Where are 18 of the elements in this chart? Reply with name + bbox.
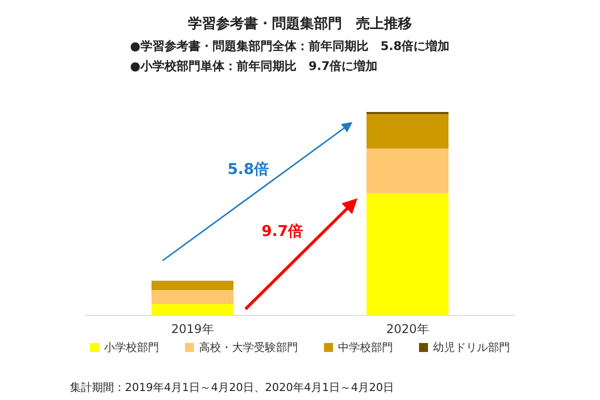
legend-label: 高校・大学受験部門: [199, 341, 298, 354]
chart-title: 学習参考書・問題集部門 売上推移: [188, 15, 412, 32]
x-tick-label: 2020年: [386, 322, 429, 336]
legend-label: 幼児ドリル部門: [433, 341, 510, 354]
bar: [152, 304, 234, 315]
legend-label: 中学校部門: [338, 341, 393, 354]
legend-label: 小学校部門: [104, 341, 159, 354]
bar: [366, 193, 448, 315]
annotation: 5.8倍: [228, 160, 270, 178]
text: ●学習参考書・問題集部門全体：前年同期比 5.8倍に増加: [130, 39, 450, 53]
text: 集計期間：2019年4月1日～4月20日、2020年4月1日～4月20日: [70, 381, 394, 394]
text: ●小学校部門単体：前年同期比 9.7倍に増加: [130, 59, 378, 73]
annotation: 9.7倍: [262, 222, 304, 240]
bar: [152, 280, 234, 290]
x-tick-label: 2019年: [171, 322, 214, 336]
bar: [152, 290, 234, 304]
bar: [366, 148, 448, 194]
bar: [366, 114, 448, 149]
